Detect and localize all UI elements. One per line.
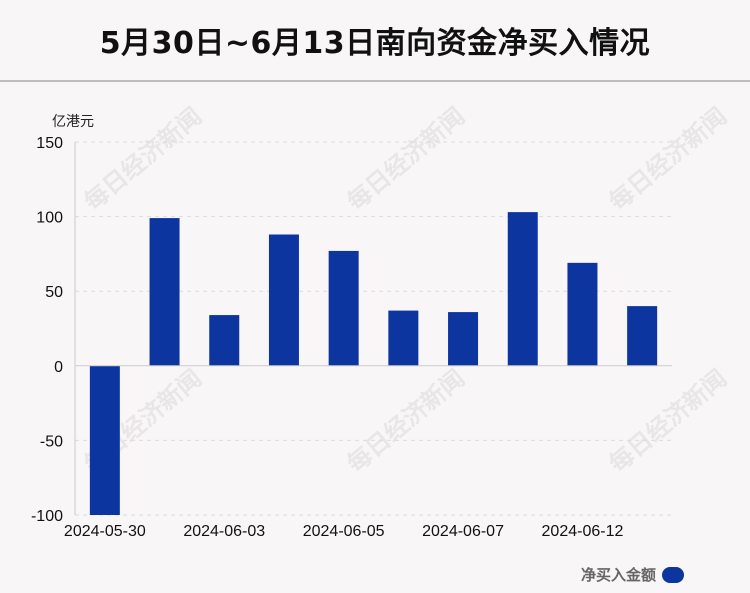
legend-label: 净买入金额	[580, 566, 656, 584]
y-tick-label: 0	[54, 359, 63, 376]
bar	[567, 262, 598, 366]
bar	[268, 234, 299, 366]
bar	[627, 306, 658, 366]
x-tick-label: 2024-06-12	[542, 523, 624, 540]
bar	[388, 310, 419, 366]
y-tick-label: 50	[45, 284, 63, 301]
y-tick-label: 150	[36, 135, 63, 152]
title-divider	[0, 80, 750, 82]
bar	[209, 315, 240, 366]
bar	[149, 218, 180, 366]
bar	[448, 312, 479, 366]
chart-title: 5月30日~6月13日南向资金净买入情况	[99, 26, 651, 61]
y-tick-label: 100	[36, 210, 63, 227]
x-tick-label: 2024-06-05	[303, 523, 385, 540]
bar	[328, 250, 359, 366]
x-tick-label: 2024-06-07	[422, 523, 504, 540]
y-tick-label: -50	[40, 433, 63, 450]
x-tick-label: 2024-06-03	[183, 523, 265, 540]
legend-swatch	[662, 566, 684, 583]
y-tick-label: -100	[31, 508, 63, 525]
y-axis-unit-label: 亿港元	[52, 114, 94, 130]
x-tick-label: 2024-05-30	[64, 523, 146, 540]
bar	[89, 365, 120, 515]
legend: 净买入金额	[581, 564, 684, 585]
bar	[507, 212, 538, 366]
